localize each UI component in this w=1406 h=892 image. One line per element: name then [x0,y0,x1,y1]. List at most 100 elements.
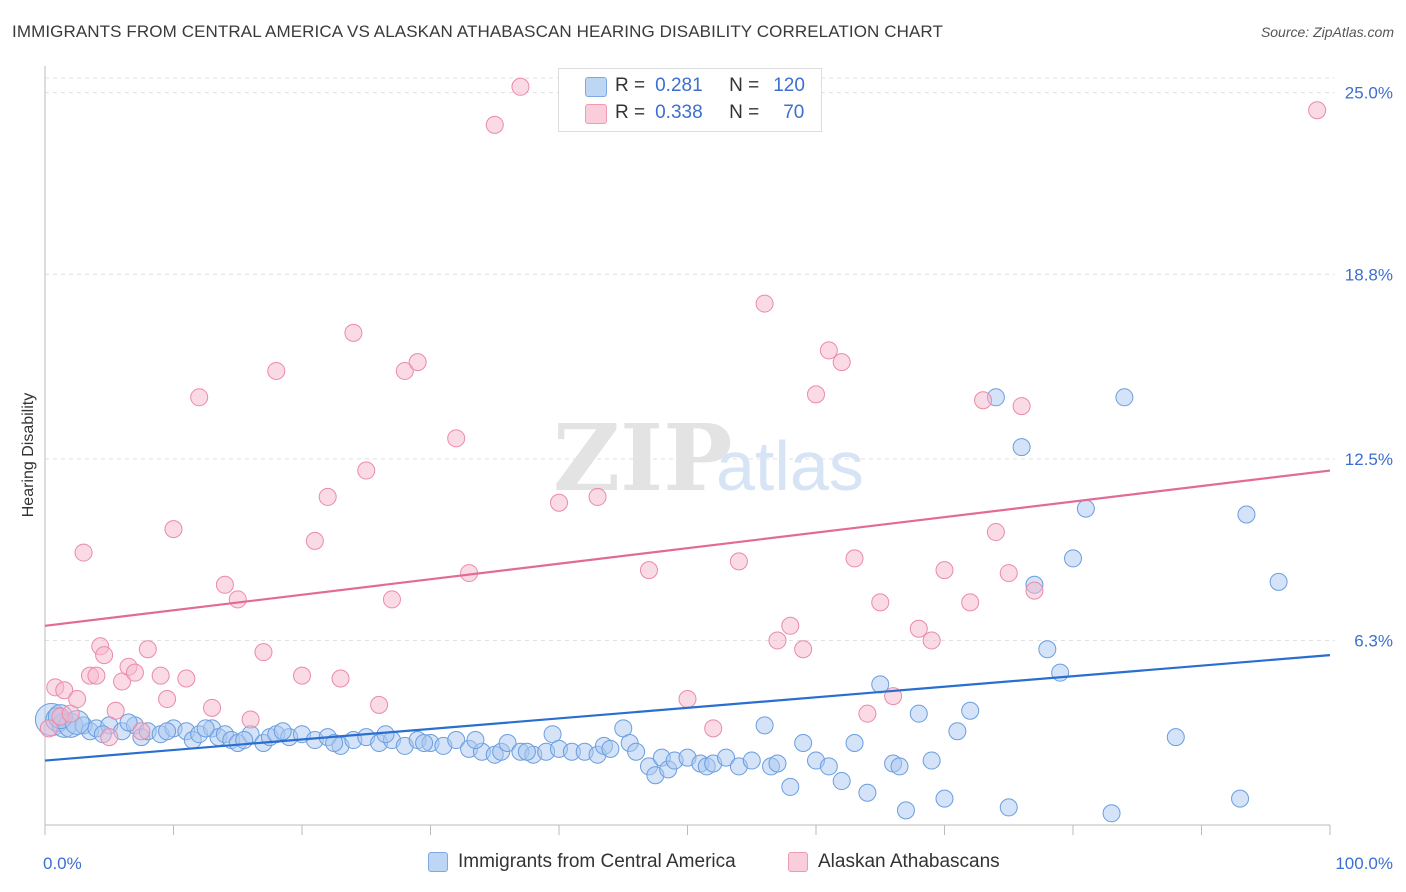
data-point [1308,101,1327,120]
data-point [39,719,58,738]
data-point [203,698,222,717]
data-point [961,593,980,612]
data-point [781,777,800,796]
data-point [890,757,909,776]
watermark-zip: ZIP [553,404,732,512]
data-point [466,731,485,750]
data-point [1064,549,1082,568]
data-point [68,690,87,709]
data-point [961,701,980,720]
data-point [151,666,170,685]
r-value: 0.281 [655,75,703,96]
data-point [896,801,915,820]
data-point [1166,728,1185,747]
data-point [106,701,125,720]
data-point [858,783,877,802]
n-label: N = [729,75,760,96]
data-point [1025,581,1044,600]
y-axis-label: Hearing Disability [20,393,37,518]
data-point [807,385,825,404]
n-value: 120 [773,75,805,96]
source-label: Source: ZipAtlas.com [1260,24,1394,40]
data-point [1115,388,1134,407]
legend-swatch-pink [788,852,808,872]
data-point [909,619,928,638]
data-point [177,669,196,688]
data-point [1269,572,1288,591]
data-point [293,666,311,685]
data-point [235,731,254,750]
legend-item-athabascans: Alaskan Athabascans [788,851,1000,873]
data-point [999,798,1018,817]
data-point [132,722,151,741]
trend-lines [44,469,1331,762]
legend-item-immigrants: Immigrants from Central America [428,851,736,873]
data-point [935,789,954,808]
data-point [158,722,177,741]
data-point [1231,789,1250,808]
n-label: N = [729,102,760,123]
data-point [922,631,941,650]
data-point [254,643,273,662]
data-point [74,543,93,562]
data-point [55,681,74,700]
y-tick-label: 18.8% [1345,265,1393,284]
data-point [447,731,466,750]
data-point [999,564,1018,583]
data-point [1237,505,1256,524]
correlation-legend: R = 0.281 N = 120 R = 0.338 N = 70 [558,68,822,132]
data-point [158,690,177,709]
data-point [832,353,851,372]
data-point [845,733,864,752]
data-point [267,361,286,380]
data-point [974,391,993,410]
data-point [415,733,434,752]
data-point [485,115,504,134]
data-point [100,728,119,747]
data-point [986,523,1005,542]
data-point [95,646,114,665]
data-point [948,722,967,741]
r-label: R = [615,102,646,123]
data-point [408,353,427,372]
data-point [305,531,324,550]
data-point [344,323,363,342]
data-point [164,520,183,539]
data-point [871,593,890,612]
data-point [1076,499,1095,518]
data-point [87,666,106,685]
legend-row-athabascans: R = 0.338 N = 70 [615,101,804,125]
data-point [190,388,209,407]
data-point [819,757,838,776]
data-point [819,341,838,360]
data-point [1012,438,1031,457]
legend-label: Alaskan Athabascans [818,851,1000,872]
legend-swatch-blue [585,77,607,97]
data-point [241,710,260,729]
watermark-atlas: atlas [716,427,864,505]
data-point [273,722,292,741]
data-point [498,733,517,752]
data-point [318,487,337,506]
data-point [1102,804,1121,823]
y-tick-label: 12.5% [1345,450,1393,469]
grid-lines [45,77,1335,641]
data-point [768,754,787,773]
data-point [370,695,389,714]
legend-row-immigrants: R = 0.281 N = 120 [615,74,805,98]
data-point [395,361,414,380]
data-point [781,616,800,635]
y-tick-label: 25.0% [1345,84,1393,103]
data-point [678,690,697,709]
data-point [601,739,620,758]
chart-title: IMMIGRANTS FROM CENTRAL AMERICA VS ALASK… [12,22,943,41]
data-point [922,751,941,770]
axes: Hearing Disability [20,66,1331,835]
trend-line [44,469,1331,627]
trend-line [44,653,1331,762]
data-point [909,704,928,723]
legend-swatch-pink [585,104,607,124]
n-value: 70 [783,102,805,123]
